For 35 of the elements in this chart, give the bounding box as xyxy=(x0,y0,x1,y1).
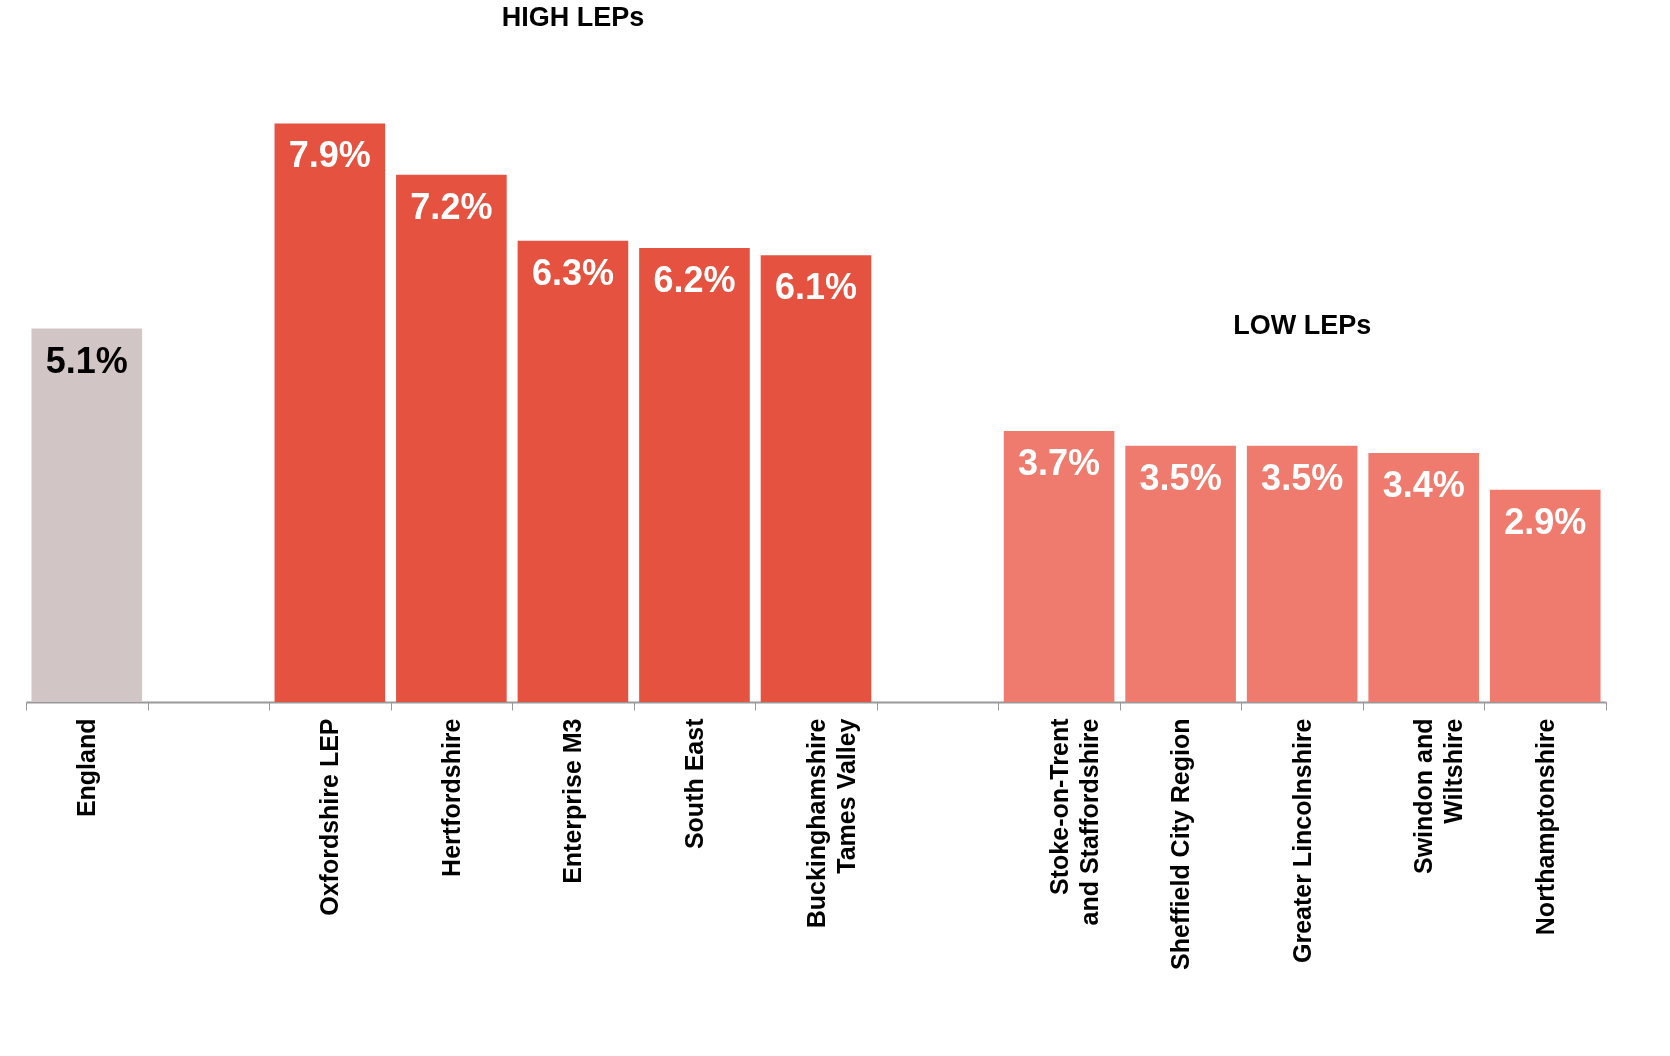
data-label: 5.1% xyxy=(45,339,128,381)
annotation: LOW LEPs xyxy=(1233,310,1372,341)
x-tick-label: Stoke-on-Trent and Staffordshire xyxy=(1044,717,1103,926)
x-tick-label: Greater Lincolnshire xyxy=(1287,718,1316,964)
bar xyxy=(31,328,143,702)
data-label: 3.5% xyxy=(1261,456,1344,498)
x-tick-label: England xyxy=(72,718,101,818)
data-label: 7.9% xyxy=(288,134,371,176)
bar xyxy=(517,240,629,702)
bar xyxy=(396,174,507,702)
data-label: 6.1% xyxy=(774,266,858,308)
bar xyxy=(1246,445,1358,702)
x-tick-label: Enterprise M3 xyxy=(558,718,587,884)
bar xyxy=(1489,489,1601,702)
data-label: 2.9% xyxy=(1504,500,1587,542)
bar xyxy=(1368,453,1479,702)
bar xyxy=(760,255,872,702)
text: HIGH LEPs xyxy=(501,2,645,33)
x-tick-label: Hertfordshire xyxy=(436,718,465,877)
data-label: 6.2% xyxy=(653,258,736,300)
x-tick-label: South East xyxy=(679,717,708,850)
x-tick-label: Buckinghamshire Tames Valley xyxy=(801,718,860,929)
bar xyxy=(1003,431,1115,702)
x-tick-label: Sheffield City Region xyxy=(1166,718,1195,970)
x-tick-label: Oxfordshire LEP xyxy=(315,718,344,916)
data-label: 3.4% xyxy=(1382,464,1465,506)
bar xyxy=(639,247,750,702)
data-label: 3.5% xyxy=(1139,456,1222,498)
data-label: 7.2% xyxy=(410,185,493,227)
x-tick-label: Northamptonshire xyxy=(1530,718,1559,936)
data-label: 6.3% xyxy=(531,251,614,293)
bar xyxy=(274,123,386,702)
x-tick-label: Swindon and Wiltshire xyxy=(1409,718,1468,875)
data-label: 3.7% xyxy=(1018,442,1101,484)
bar xyxy=(1125,445,1236,702)
